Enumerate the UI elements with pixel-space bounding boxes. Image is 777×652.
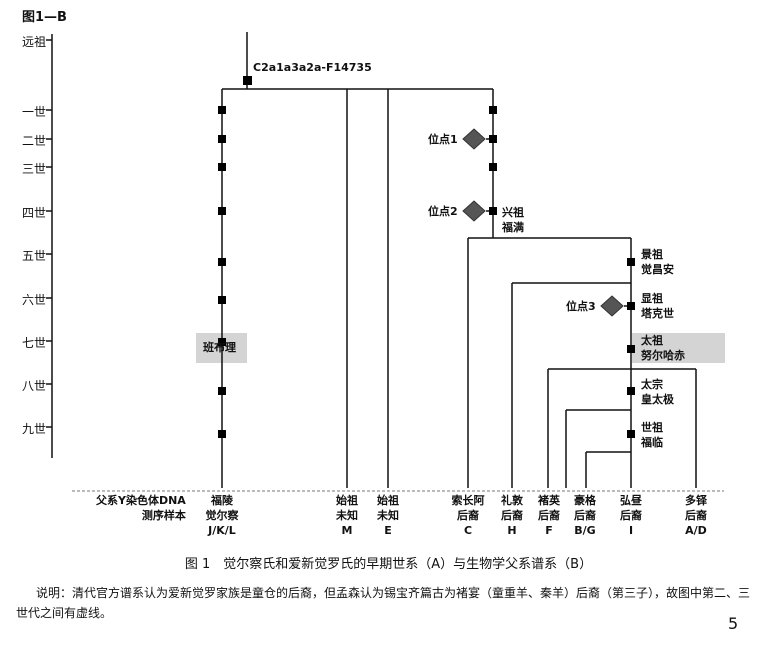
site-2-label: 位点2 bbox=[428, 205, 458, 218]
site-3-marker bbox=[600, 295, 624, 317]
generation-node bbox=[627, 302, 635, 310]
generation-node bbox=[627, 387, 635, 395]
generation-label: 三世 bbox=[22, 162, 47, 176]
figure-id: 图1—B bbox=[22, 10, 67, 25]
generation-label: 九世 bbox=[22, 422, 47, 436]
sample-column: 礼敦 后裔 H bbox=[501, 494, 523, 537]
generation-node bbox=[489, 163, 497, 171]
generation-label: 远祖 bbox=[22, 35, 47, 49]
generation-label: 五世 bbox=[22, 249, 47, 263]
generation-label: 六世 bbox=[22, 293, 47, 307]
figure-caption: 图 1 觉尔察氏和爱新觉罗氏的早期世系（A）与生物学父系谱系（B） bbox=[184, 557, 593, 572]
generation-label: 八世 bbox=[22, 379, 47, 393]
figure-note: 说明：清代官方谱系认为爱新觉罗家族是童仓的后裔，但孟森认为锡宝齐篇古为褚宴（童重… bbox=[16, 586, 751, 620]
ancestor-xianzu: 显祖 塔克世 bbox=[641, 292, 674, 320]
site-1-marker bbox=[462, 128, 486, 150]
generation-node bbox=[218, 135, 226, 143]
generation-node bbox=[489, 135, 497, 143]
generation-node bbox=[218, 258, 226, 266]
generation-label: 二世 bbox=[22, 134, 47, 148]
generation-node bbox=[627, 345, 635, 353]
sample-column: 弘昼 后裔 I bbox=[620, 494, 642, 537]
generation-label: 七世 bbox=[22, 336, 47, 350]
generation-node bbox=[489, 207, 497, 215]
site-1-label: 位点1 bbox=[428, 133, 458, 146]
generation-node bbox=[627, 258, 635, 266]
generation-node bbox=[218, 163, 226, 171]
ancestor-taizong: 太宗 皇太极 bbox=[641, 378, 674, 406]
generation-node bbox=[218, 207, 226, 215]
page-number: 5 bbox=[728, 614, 739, 633]
sample-column: 始祖 未知 E bbox=[377, 494, 399, 537]
generation-node bbox=[218, 296, 226, 304]
generation-node bbox=[489, 106, 497, 114]
sample-column: 豪格 后裔 B/G bbox=[574, 494, 596, 537]
site-2-marker bbox=[462, 200, 486, 222]
sample-column: 多铎 后裔 A/D bbox=[685, 494, 707, 537]
ancestor-xingzu: 兴祖 福满 bbox=[502, 206, 524, 234]
generation-label: 一世 bbox=[22, 105, 47, 119]
site-3-label: 位点3 bbox=[566, 300, 596, 313]
sample-column: 索长阿 后裔 C bbox=[451, 494, 485, 537]
sample-row-label: 父系Y染色体DNA 测序样本 bbox=[96, 494, 186, 522]
generation-node bbox=[218, 387, 226, 395]
ancestor-shizu: 世祖 福临 bbox=[641, 421, 663, 449]
generation-node bbox=[218, 430, 226, 438]
ancestor-taizu: 太祖 努尔哈赤 bbox=[641, 334, 685, 362]
sample-column: 褚英 后裔 F bbox=[538, 494, 560, 537]
banbuli-label: 班布理 bbox=[203, 341, 236, 354]
sample-column: 始祖 未知 M bbox=[336, 494, 358, 537]
ancestor-jingzu: 景祖 觉昌安 bbox=[641, 248, 674, 276]
generation-node bbox=[218, 338, 226, 346]
taizu-highlight bbox=[632, 333, 725, 363]
root-node bbox=[243, 76, 252, 85]
generation-node bbox=[218, 106, 226, 114]
generation-label: 四世 bbox=[22, 206, 47, 220]
generation-node bbox=[627, 430, 635, 438]
sample-column: 福陵 觉尔察 J/K/L bbox=[205, 494, 239, 537]
root-haplogroup: C2a1a3a2a-F14735 bbox=[253, 61, 372, 74]
